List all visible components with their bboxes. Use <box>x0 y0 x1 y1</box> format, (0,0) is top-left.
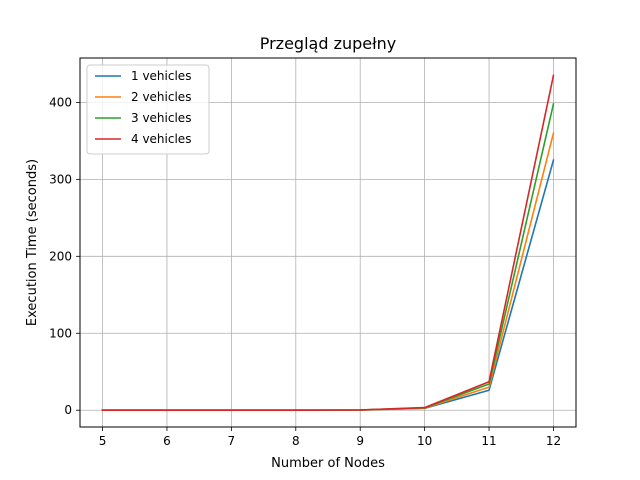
x-tick-label: 11 <box>481 434 496 448</box>
x-axis-ticks: 5 6 7 8 9 10 11 12 <box>99 427 561 448</box>
x-tick-label: 5 <box>99 434 107 448</box>
y-axis-label: Execution Time (seconds) <box>25 159 40 326</box>
series-lines <box>101 74 555 412</box>
y-tick-label: 300 <box>49 172 72 186</box>
x-tick-label: 12 <box>546 434 561 448</box>
x-tick-label: 6 <box>163 434 171 448</box>
x-axis-label: Number of Nodes <box>271 456 385 471</box>
legend-box <box>86 64 210 155</box>
y-tick-label: 400 <box>49 95 72 109</box>
y-axis-ticks: 0 100 200 300 400 <box>49 95 80 417</box>
y-tick-label: 0 <box>64 403 72 417</box>
x-tick-label: 9 <box>356 434 364 448</box>
series-line <box>101 74 555 412</box>
x-tick-label: 8 <box>292 434 300 448</box>
chart-title: Przegląd zupełny <box>260 34 397 53</box>
legend-label: 4 vehicles <box>131 132 191 146</box>
legend-label: 1 vehicles <box>131 69 191 83</box>
x-tick-label: 10 <box>417 434 432 448</box>
x-tick-label: 7 <box>228 434 236 448</box>
legend: 1 vehicles 2 vehicles 3 vehicles 4 vehicles <box>86 64 210 155</box>
legend-label: 3 vehicles <box>131 111 191 125</box>
legend-label: 2 vehicles <box>131 90 191 104</box>
y-tick-label: 200 <box>49 249 72 263</box>
y-tick-label: 100 <box>49 326 72 340</box>
plot-frame <box>79 57 577 428</box>
